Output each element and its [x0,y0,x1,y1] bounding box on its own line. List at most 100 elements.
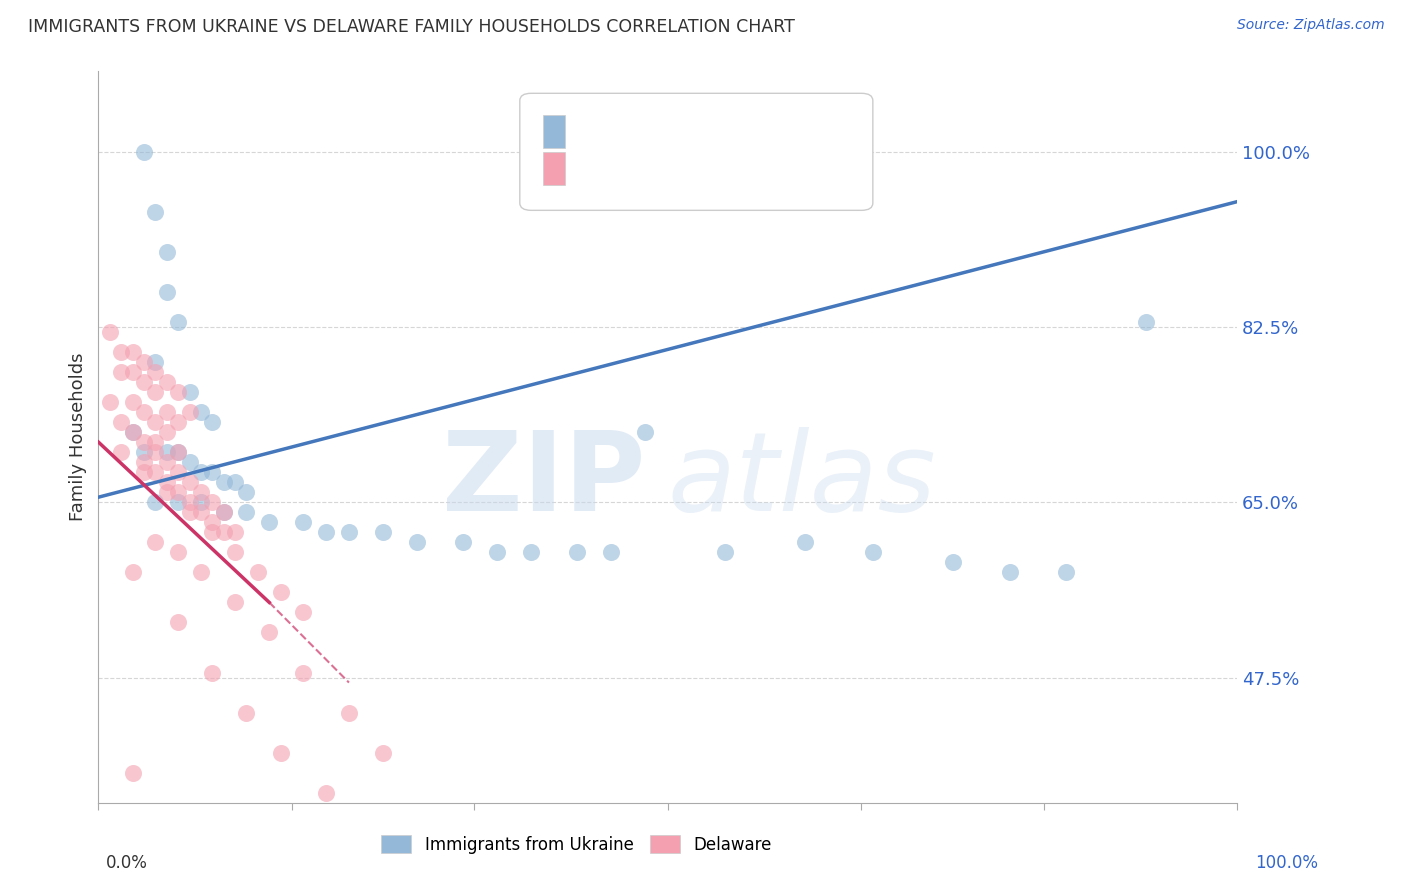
Point [156,285,179,299]
Point [179,405,201,419]
Point [292,515,315,529]
Text: -0.553: -0.553 [645,159,710,177]
Point [793,535,815,549]
Point [167,615,190,630]
FancyBboxPatch shape [543,152,565,185]
Point [292,665,315,680]
Point [132,455,155,469]
Point [337,706,360,720]
Text: atlas: atlas [668,427,936,534]
Point [212,505,235,519]
Point [121,395,143,409]
Point [371,746,394,760]
Point [371,815,394,830]
Point [110,445,132,459]
Point [292,606,315,620]
Point [132,445,155,459]
Text: 0.336: 0.336 [645,122,702,140]
Point [167,445,190,459]
Point [212,525,235,540]
Point [224,475,246,490]
Y-axis label: Family Households: Family Households [69,353,87,521]
Point [634,425,657,439]
Text: N =: N = [713,159,765,177]
Point [145,204,167,219]
Point [167,545,190,559]
Point [98,325,121,339]
Text: 0.0%: 0.0% [105,855,148,872]
Point [201,525,224,540]
Point [132,435,155,450]
Point [167,495,190,509]
Point [201,515,224,529]
Point [121,425,143,439]
Point [235,485,257,500]
Text: 100.0%: 100.0% [1256,855,1317,872]
Point [235,706,257,720]
Point [190,405,212,419]
Point [371,525,394,540]
Point [201,665,224,680]
Point [235,505,257,519]
Point [132,355,155,369]
Point [121,425,143,439]
Point [998,566,1021,580]
Point [190,465,212,479]
Point [167,415,190,429]
Point [179,384,201,399]
Point [451,535,474,549]
Point [132,405,155,419]
Point [156,475,179,490]
Text: 67: 67 [787,159,813,177]
Point [145,435,167,450]
Text: IMMIGRANTS FROM UKRAINE VS DELAWARE FAMILY HOUSEHOLDS CORRELATION CHART: IMMIGRANTS FROM UKRAINE VS DELAWARE FAMI… [28,18,794,36]
Point [315,525,337,540]
Point [600,545,623,559]
Point [315,786,337,800]
Point [167,465,190,479]
Point [132,145,155,159]
Point [190,505,212,519]
Point [201,465,224,479]
Point [406,535,429,549]
Point [121,765,143,780]
Text: R =: R = [588,122,627,140]
Point [167,384,190,399]
Point [179,495,201,509]
Point [190,495,212,509]
Point [156,405,179,419]
Point [167,485,190,500]
Text: R =: R = [588,159,627,177]
Text: Source: ZipAtlas.com: Source: ZipAtlas.com [1237,18,1385,32]
Point [862,545,884,559]
Point [132,375,155,389]
Point [98,395,121,409]
Point [565,545,588,559]
Point [270,585,292,599]
Point [179,475,201,490]
Point [121,345,143,359]
Point [156,375,179,389]
Point [201,495,224,509]
Text: 45: 45 [787,122,813,140]
Point [1056,566,1078,580]
Point [145,365,167,379]
Point [520,545,543,559]
Point [110,415,132,429]
Point [212,505,235,519]
Point [121,365,143,379]
Point [224,545,246,559]
Point [110,345,132,359]
Point [156,485,179,500]
Point [156,455,179,469]
Point [156,445,179,459]
Point [190,485,212,500]
Point [179,455,201,469]
Point [429,846,451,860]
Point [201,415,224,429]
Point [270,746,292,760]
Point [156,425,179,439]
Point [167,315,190,329]
Legend: Immigrants from Ukraine, Delaware: Immigrants from Ukraine, Delaware [375,829,779,860]
Point [212,475,235,490]
